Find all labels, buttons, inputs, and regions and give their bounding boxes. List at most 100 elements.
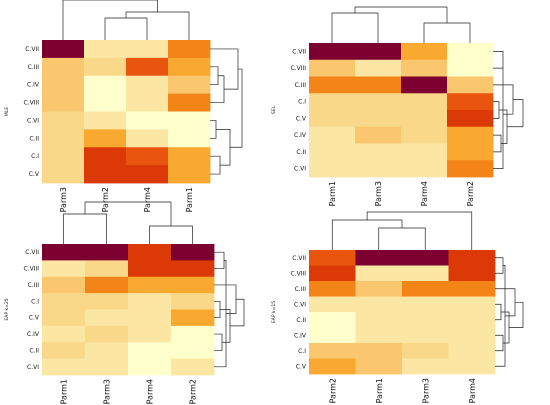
row-dendrogram	[493, 51, 524, 169]
row-label: C.IV	[294, 132, 307, 139]
row-label: C.II	[29, 347, 39, 354]
row-label: C.III	[295, 82, 307, 89]
heatmap-cell	[355, 250, 403, 266]
heatmap-cell	[171, 244, 215, 261]
heatmap-cell	[402, 343, 449, 359]
heatmap-cell	[42, 40, 85, 59]
row-label: C.II	[296, 149, 306, 156]
heatmap-cell	[447, 93, 494, 111]
heatmap-cell	[402, 312, 449, 328]
row-dendrogram	[214, 251, 245, 368]
row-label: C.I	[298, 99, 306, 106]
heatmap-cell	[168, 57, 211, 77]
side-label: EAP k=15	[271, 301, 277, 323]
heatmap-cell	[42, 147, 85, 166]
heatmap-cell	[447, 76, 494, 94]
heatmap-cell	[402, 327, 449, 344]
heatmap-cell	[84, 165, 127, 184]
heatmap-cell	[309, 343, 356, 359]
heatmap-cell	[355, 343, 403, 359]
row-label: C.VIII	[23, 100, 39, 107]
heatmap-cell	[401, 160, 448, 178]
column-label: Parm1	[375, 378, 384, 403]
heatmap-cell	[128, 342, 172, 360]
heatmap-cell	[85, 309, 129, 327]
heatmap-cell	[402, 265, 449, 282]
heatmap-cell	[309, 43, 356, 61]
row-label: C.VII	[292, 255, 306, 262]
column-dendrogram	[62, 0, 190, 40]
heatmap-cell	[168, 129, 211, 148]
heatmap-cell	[42, 93, 85, 112]
heatmap-cell	[128, 276, 172, 294]
row-dendrogram	[210, 48, 243, 175]
heatmap-cell	[448, 312, 496, 328]
heatmap-cell	[402, 250, 449, 266]
column-label: Parm2	[101, 187, 110, 212]
column-label: Parm1	[328, 181, 337, 206]
heatmap-cell	[448, 343, 496, 359]
row-label: C.IV	[294, 332, 307, 339]
row-label: C.VIII	[290, 65, 306, 72]
heatmap-cell	[126, 129, 169, 148]
heatmap-cell	[401, 59, 448, 77]
column-label: Parm1	[60, 379, 69, 404]
heatmap-cell	[447, 43, 494, 61]
heatmap-cell	[42, 244, 86, 261]
row-label: C.VI	[27, 364, 39, 371]
heatmap-cell	[84, 93, 127, 112]
column-label: Parm3	[374, 181, 383, 206]
heatmap-cell	[355, 312, 403, 328]
column-label: Parm3	[421, 378, 430, 403]
heatmap-cell	[447, 143, 494, 161]
row-label: C.VII	[292, 48, 306, 55]
row-label: C.VI	[294, 166, 306, 173]
heatmap-cell	[309, 143, 356, 161]
heatmap-cell	[84, 57, 127, 77]
heatmap-cell	[42, 358, 86, 376]
heatmap-cell	[355, 265, 403, 282]
column-label: Parm2	[466, 181, 475, 206]
heatmap-cell	[355, 126, 402, 144]
heatmap-cell	[84, 147, 127, 166]
column-label: Parm4	[468, 378, 477, 403]
heatmap-cell	[309, 312, 356, 328]
heatmap-cell	[402, 296, 449, 313]
heatmap-cell	[128, 325, 172, 343]
heatmap-cell	[309, 126, 356, 144]
column-label: Parm4	[146, 379, 155, 404]
heatmap-cell	[171, 309, 215, 327]
side-label: EAP k=25	[4, 298, 10, 320]
heatmap-cell	[126, 165, 169, 184]
row-dendrogram	[495, 257, 524, 367]
heatmap-cell	[309, 358, 356, 375]
heatmap-cell	[42, 309, 86, 327]
heatmap-cell	[355, 110, 402, 128]
heatmap-cell	[128, 293, 172, 310]
heatmap-cell	[355, 93, 402, 111]
heatmap-cell	[42, 325, 86, 343]
heatmap-cell	[309, 281, 356, 297]
heatmap-cell	[126, 147, 169, 166]
heatmap-cell	[85, 244, 129, 261]
heatmap-cell	[355, 296, 403, 313]
heatmap-cell	[401, 43, 448, 61]
row-label: C.III	[28, 64, 40, 71]
heatmap-cell	[84, 40, 127, 59]
side-label: MLE	[4, 107, 10, 116]
row-label: C.V	[296, 363, 307, 370]
row-label: C.III	[28, 282, 40, 289]
row-label: C.VIII	[290, 270, 306, 277]
heatmap-cell	[355, 59, 402, 77]
heatmap-cell	[42, 111, 85, 130]
heatmap-cell	[171, 276, 215, 294]
row-label: C.I	[31, 153, 39, 160]
row-label: C.V	[296, 115, 307, 122]
heatmap-cell	[401, 93, 448, 111]
heatmap-cell	[126, 57, 169, 77]
heatmap-cell	[85, 358, 129, 376]
heatmap-cell	[85, 276, 129, 294]
heatmap-cell	[401, 76, 448, 94]
row-label: C.I	[31, 298, 39, 305]
heatmap-cell	[128, 260, 172, 278]
